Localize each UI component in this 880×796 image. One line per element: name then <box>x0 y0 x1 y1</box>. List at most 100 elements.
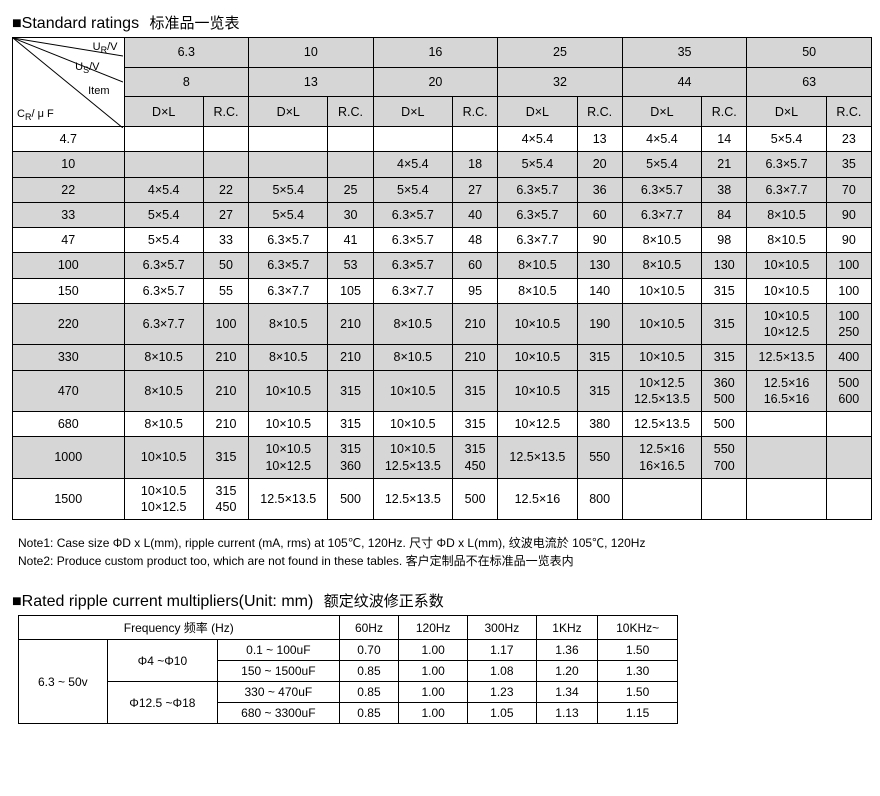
data-cell: 10×10.5 <box>249 370 328 412</box>
data-cell: 315 <box>577 370 622 412</box>
data-cell: 550700 <box>702 437 747 479</box>
data-cell: 12.5×1616.5×16 <box>747 370 826 412</box>
table-row: 224×5.4225×5.4255×5.4276.3×5.7366.3×5.73… <box>13 177 872 202</box>
corner-cr-label: CR/ μ F <box>17 107 54 124</box>
mult-val: 1.34 <box>536 682 598 703</box>
data-cell: 8×10.5 <box>124 412 203 437</box>
data-cell: 8×10.5 <box>249 303 328 345</box>
cap-cell: 47 <box>13 228 125 253</box>
ur-header-3: 25 <box>498 38 623 68</box>
data-cell: 23 <box>826 127 871 152</box>
data-cell: 10×10.5 <box>249 412 328 437</box>
data-cell: 8×10.5 <box>622 253 701 278</box>
mult-val: 1.13 <box>536 703 598 724</box>
data-cell: 400 <box>826 345 871 370</box>
data-cell: 210 <box>203 370 248 412</box>
data-cell: 10×10.510×12.5 <box>747 303 826 345</box>
freq-col-0: 60Hz <box>339 616 399 640</box>
mult-val: 1.17 <box>468 640 537 661</box>
freq-label: Frequency 频率 (Hz) <box>19 616 340 640</box>
data-cell <box>826 478 871 520</box>
data-cell: 12.5×13.5 <box>249 478 328 520</box>
table-row: 150010×10.510×12.531545012.5×13.550012.5… <box>13 478 872 520</box>
data-cell: 8×10.5 <box>124 345 203 370</box>
data-cell: 25 <box>328 177 373 202</box>
dl-header-1: D×L <box>249 97 328 127</box>
table-row: 4708×10.521010×10.531510×10.531510×10.53… <box>13 370 872 412</box>
data-cell: 10×10.510×12.5 <box>249 437 328 479</box>
data-cell: 210 <box>453 303 498 345</box>
mult-val: 1.00 <box>399 640 468 661</box>
data-cell: 6.3×5.7 <box>373 202 452 227</box>
data-cell: 90 <box>577 228 622 253</box>
freq-col-4: 10KHz~ <box>598 616 678 640</box>
data-cell: 90 <box>826 228 871 253</box>
phi-label-0: Φ4 ~Φ10 <box>107 640 218 682</box>
data-cell: 60 <box>453 253 498 278</box>
data-cell: 10×10.5 <box>622 345 701 370</box>
data-cell: 550 <box>577 437 622 479</box>
data-cell <box>249 152 328 177</box>
data-cell <box>203 127 248 152</box>
data-cell: 18 <box>453 152 498 177</box>
data-cell <box>328 152 373 177</box>
data-cell: 6.3×7.7 <box>249 278 328 303</box>
data-cell: 5×5.4 <box>249 202 328 227</box>
data-cell: 130 <box>702 253 747 278</box>
data-cell: 13 <box>577 127 622 152</box>
cap-cell: 22 <box>13 177 125 202</box>
data-cell: 48 <box>453 228 498 253</box>
data-cell: 84 <box>702 202 747 227</box>
data-cell: 95 <box>453 278 498 303</box>
data-cell: 53 <box>328 253 373 278</box>
data-cell: 41 <box>328 228 373 253</box>
table-row: 1506.3×5.7556.3×7.71056.3×7.7958×10.5140… <box>13 278 872 303</box>
ur-header-5: 50 <box>747 38 872 68</box>
data-cell: 6.3×5.7 <box>498 202 577 227</box>
data-cell: 12.5×13.5 <box>747 345 826 370</box>
data-cell: 5×5.4 <box>124 202 203 227</box>
mult-val: 0.85 <box>339 703 399 724</box>
data-cell: 315 <box>203 437 248 479</box>
cap-cell: 4.7 <box>13 127 125 152</box>
data-cell: 800 <box>577 478 622 520</box>
mult-val: 1.50 <box>598 640 678 661</box>
table-row: 475×5.4336.3×5.7416.3×5.7486.3×7.7908×10… <box>13 228 872 253</box>
data-cell: 140 <box>577 278 622 303</box>
data-cell: 27 <box>453 177 498 202</box>
us-header-3: 32 <box>498 67 623 97</box>
data-cell: 210 <box>203 412 248 437</box>
cap-cell: 1500 <box>13 478 125 520</box>
table-row: 3308×10.52108×10.52108×10.521010×10.5315… <box>13 345 872 370</box>
data-cell: 35 <box>826 152 871 177</box>
cap-cell: 1000 <box>13 437 125 479</box>
data-cell: 22 <box>203 177 248 202</box>
data-cell: 8×10.5 <box>124 370 203 412</box>
data-cell: 6.3×7.7 <box>498 228 577 253</box>
data-cell <box>453 127 498 152</box>
data-cell: 8×10.5 <box>373 303 452 345</box>
ratings-table-head: UR/V US/V Item CR/ μ F 6.310162535508132… <box>13 38 872 127</box>
table-row: 100010×10.531510×10.510×12.531536010×10.… <box>13 437 872 479</box>
data-cell: 100 <box>826 278 871 303</box>
data-cell <box>373 127 452 152</box>
data-cell: 14 <box>702 127 747 152</box>
data-cell <box>747 478 826 520</box>
data-cell <box>826 412 871 437</box>
dl-header-0: D×L <box>124 97 203 127</box>
data-cell: 10×10.5 <box>498 345 577 370</box>
data-cell: 6.3×5.7 <box>747 152 826 177</box>
data-cell: 6.3×5.7 <box>622 177 701 202</box>
data-cell: 10×10.5 <box>747 278 826 303</box>
data-cell: 100 <box>826 253 871 278</box>
cap-cell: 100 <box>13 253 125 278</box>
data-cell: 8×10.5 <box>498 253 577 278</box>
main-title-en: Standard ratings <box>22 15 139 32</box>
table-row: 104×5.4185×5.4205×5.4216.3×5.735 <box>13 152 872 177</box>
mult-val: 1.05 <box>468 703 537 724</box>
data-cell: 38 <box>702 177 747 202</box>
data-cell: 210 <box>328 303 373 345</box>
data-cell: 6.3×7.7 <box>747 177 826 202</box>
cap-range: 680 ~ 3300uF <box>218 703 339 724</box>
cap-cell: 330 <box>13 345 125 370</box>
